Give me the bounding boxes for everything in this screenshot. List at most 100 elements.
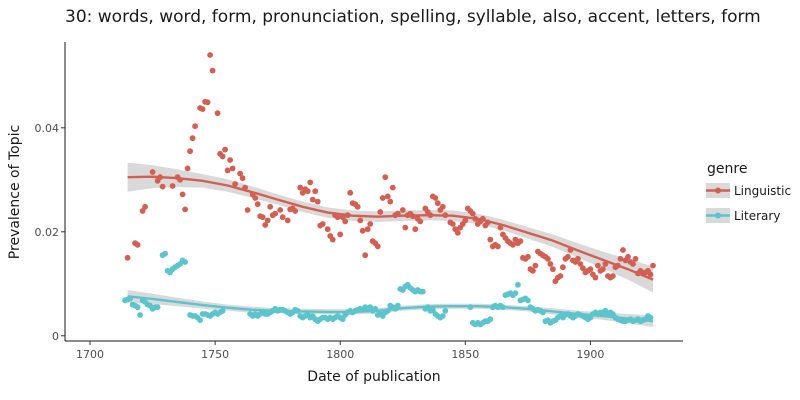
point-linguistic-21 [204,99,211,106]
point-linguistic-27 [222,146,229,153]
point-linguistic-92 [402,224,409,231]
point-linguistic-85 [382,174,389,181]
point-linguistic-84 [379,195,386,201]
legend-item-literary: Literary [706,208,780,223]
point-literary-6 [137,312,144,318]
point-linguistic-16 [189,135,196,142]
point-linguistic-96 [412,226,419,233]
point-literary-125 [487,316,494,323]
point-linguistic-148 [547,261,554,267]
x-tick-label-1800: 1800 [326,348,354,361]
point-linguistic-104 [434,200,441,207]
trend-lines [127,175,654,323]
point-linguistic-64 [329,236,336,243]
point-literary-28 [197,317,204,324]
point-linguistic-13 [182,206,189,213]
point-linguistic-79 [367,221,374,227]
point-linguistic-59 [314,198,321,205]
plot-area [122,52,656,328]
point-linguistic-71 [347,189,354,196]
point-linguistic-106 [439,203,446,210]
point-literary-116 [442,307,449,314]
point-linguistic-86 [384,193,391,200]
point-linguistic-109 [449,221,456,227]
legend-key-point-linguistic [715,187,721,194]
point-linguistic-159 [575,255,581,262]
legend-key-point-literary [715,212,721,219]
point-linguistic-35 [244,207,251,213]
x-axis-title: Date of publication [307,369,440,385]
chart-title: 30: words, word, form, pronunciation, sp… [65,7,761,27]
point-linguistic-57 [309,196,316,203]
point-linguistic-8 [159,183,166,190]
point-linguistic-164 [587,266,594,273]
point-linguistic-40 [259,214,266,221]
point-literary-136 [515,281,521,288]
point-linguistic-3 [139,208,146,214]
y-tick-label-0: 0 [52,330,59,343]
point-linguistic-56 [307,179,314,186]
point-linguistic-19 [199,106,206,112]
point-linguistic-149 [550,266,556,273]
x-tick-label-1750: 1750 [201,348,229,361]
point-linguistic-91 [399,207,406,213]
point-linguistic-77 [362,252,369,259]
point-linguistic-0 [124,254,131,261]
point-linguistic-74 [354,203,361,210]
point-literary-13 [154,304,161,311]
point-linguistic-98 [417,218,424,225]
y-tick-label-2: 0.04 [35,122,60,135]
point-literary-15 [162,250,169,257]
point-linguistic-55 [304,188,311,195]
point-linguistic-48 [284,217,291,224]
point-literary-97 [394,302,401,309]
point-literary-5 [134,304,141,311]
x-tick-label-1700: 1700 [76,348,104,361]
point-linguistic-62 [324,226,331,233]
point-linguistic-182 [632,255,639,262]
point-linguistic-28 [224,167,231,174]
trend-line-literary [127,295,654,323]
point-linguistic-67 [337,231,344,238]
point-linguistic-5 [149,169,156,175]
point-linguistic-2 [134,241,141,248]
point-literary-111 [429,306,436,313]
point-linguistic-139 [525,253,531,260]
point-linguistic-181 [630,261,636,267]
point-linguistic-111 [454,229,461,236]
point-literary-135 [512,290,519,297]
point-linguistic-42 [264,217,271,224]
point-literary-115 [439,313,446,319]
point-literary-23 [182,259,189,265]
point-linguistic-167 [595,262,601,269]
point-linguistic-176 [617,255,624,262]
point-linguistic-127 [495,243,501,250]
point-linguistic-153 [560,264,566,271]
point-linguistic-52 [297,184,304,191]
point-literary-189 [647,314,654,321]
point-linguistic-66 [334,214,341,221]
point-literary-37 [219,307,226,314]
point-linguistic-179 [625,253,631,260]
point-linguistic-51 [292,208,299,214]
point-linguistic-29 [227,157,234,163]
point-linguistic-133 [510,241,516,248]
point-linguistic-169 [600,266,606,273]
point-linguistic-12 [179,191,186,198]
point-linguistic-188 [647,271,654,278]
point-linguistic-128 [497,224,504,231]
trend-line-linguistic [127,175,654,281]
point-linguistic-124 [487,236,494,243]
point-linguistic-141 [530,267,536,274]
point-linguistic-43 [267,203,274,210]
point-linguistic-173 [610,273,616,279]
point-linguistic-160 [577,261,584,267]
point-linguistic-37 [252,195,259,201]
point-linguistic-14 [184,165,191,172]
point-linguistic-22 [207,52,214,58]
point-linguistic-177 [620,247,626,253]
point-linguistic-83 [377,209,384,215]
point-linguistic-32 [237,170,244,177]
point-linguistic-147 [545,255,551,262]
